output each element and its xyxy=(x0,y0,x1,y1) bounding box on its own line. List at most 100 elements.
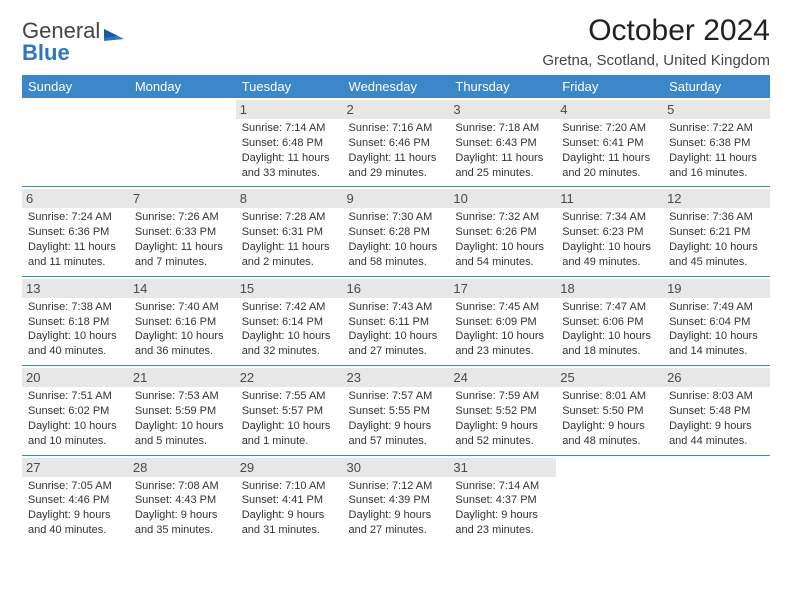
day-info: Sunrise: 7:12 AMSunset: 4:39 PMDaylight:… xyxy=(349,479,444,538)
calendar-day-cell: 25Sunrise: 8:01 AMSunset: 5:50 PMDayligh… xyxy=(556,366,663,455)
flag-icon xyxy=(104,29,124,45)
calendar-week: 20 Sunrise: 7:51 AMSunset: 6:02 PMDayligh… xyxy=(22,366,770,455)
calendar-day-cell: 4 Sunrise: 7:20 AMSunset: 6:41 PMDaylight… xyxy=(556,98,663,187)
day-info: Sunrise: 7:05 AMSunset: 4:46 PMDaylight:… xyxy=(28,479,123,538)
page-header: General Blue October 2024 Gretna, Scotla… xyxy=(22,14,770,69)
day-info: Sunrise: 7:45 AMSunset: 6:09 PMDaylight:… xyxy=(455,300,550,359)
day-number: 4 xyxy=(556,100,663,119)
calendar-day-cell: 26Sunrise: 8:03 AMSunset: 5:48 PMDayligh… xyxy=(663,366,770,455)
day-info: Sunrise: 7:49 AMSunset: 6:04 PMDaylight:… xyxy=(669,300,764,359)
calendar-day-cell: 7 Sunrise: 7:26 AMSunset: 6:33 PMDaylight… xyxy=(129,187,236,276)
calendar-day-cell: 1 Sunrise: 7:14 AMSunset: 6:48 PMDaylight… xyxy=(236,98,343,187)
day-number: 10 xyxy=(449,189,556,208)
calendar-day-cell: 27Sunrise: 7:05 AMSunset: 4:46 PMDayligh… xyxy=(22,455,129,544)
calendar-day-cell: 3 Sunrise: 7:18 AMSunset: 6:43 PMDaylight… xyxy=(449,98,556,187)
calendar-day-cell: 5 Sunrise: 7:22 AMSunset: 6:38 PMDaylight… xyxy=(663,98,770,187)
calendar-day-cell: 15Sunrise: 7:42 AMSunset: 6:14 PMDayligh… xyxy=(236,276,343,365)
weekday-header: Sunday xyxy=(22,75,129,98)
brand-logo: General Blue xyxy=(22,14,124,64)
calendar-day-cell: 6 Sunrise: 7:24 AMSunset: 6:36 PMDaylight… xyxy=(22,187,129,276)
calendar-week: 6 Sunrise: 7:24 AMSunset: 6:36 PMDaylight… xyxy=(22,187,770,276)
brand-part2: Blue xyxy=(22,40,70,65)
calendar-day-cell xyxy=(556,455,663,544)
location-text: Gretna, Scotland, United Kingdom xyxy=(542,52,770,69)
day-number: 7 xyxy=(129,189,236,208)
calendar-day-cell: 21 Sunrise: 7:53 AMSunset: 5:59 PMDayligh… xyxy=(129,366,236,455)
day-info: Sunrise: 7:22 AMSunset: 6:38 PMDaylight:… xyxy=(669,121,764,180)
calendar-day-cell: 13Sunrise: 7:38 AMSunset: 6:18 PMDayligh… xyxy=(22,276,129,365)
day-number: 22 xyxy=(236,368,343,387)
day-info: Sunrise: 7:47 AMSunset: 6:06 PMDaylight:… xyxy=(562,300,657,359)
day-info: Sunrise: 7:34 AMSunset: 6:23 PMDaylight:… xyxy=(562,210,657,269)
calendar-week: 27Sunrise: 7:05 AMSunset: 4:46 PMDayligh… xyxy=(22,455,770,544)
day-number: 29 xyxy=(236,458,343,477)
day-info: Sunrise: 7:24 AMSunset: 6:36 PMDaylight:… xyxy=(28,210,123,269)
calendar-day-cell: 20 Sunrise: 7:51 AMSunset: 6:02 PMDayligh… xyxy=(22,366,129,455)
calendar-page: General Blue October 2024 Gretna, Scotla… xyxy=(0,0,792,612)
day-info: Sunrise: 7:59 AMSunset: 5:52 PMDaylight:… xyxy=(455,389,550,448)
day-info: Sunrise: 7:32 AMSunset: 6:26 PMDaylight:… xyxy=(455,210,550,269)
calendar-head: SundayMondayTuesdayWednesdayThursdayFrid… xyxy=(22,75,770,98)
day-info: Sunrise: 7:55 AMSunset: 5:57 PMDaylight:… xyxy=(242,389,337,448)
day-number: 5 xyxy=(663,100,770,119)
day-number: 13 xyxy=(22,279,129,298)
calendar-day-cell: 19 Sunrise: 7:49 AMSunset: 6:04 PMDayligh… xyxy=(663,276,770,365)
calendar-day-cell: 16 Sunrise: 7:43 AMSunset: 6:11 PMDayligh… xyxy=(343,276,450,365)
day-number: 12 xyxy=(663,189,770,208)
calendar-day-cell: 10 Sunrise: 7:32 AMSunset: 6:26 PMDayligh… xyxy=(449,187,556,276)
day-number: 17 xyxy=(449,279,556,298)
day-number: 9 xyxy=(343,189,450,208)
calendar-day-cell: 29 Sunrise: 7:10 AMSunset: 4:41 PMDayligh… xyxy=(236,455,343,544)
brand-name: General Blue xyxy=(22,20,100,64)
day-info: Sunrise: 7:18 AMSunset: 6:43 PMDaylight:… xyxy=(455,121,550,180)
day-info: Sunrise: 7:20 AMSunset: 6:41 PMDaylight:… xyxy=(562,121,657,180)
calendar-day-cell: 31 Sunrise: 7:14 AMSunset: 4:37 PMDayligh… xyxy=(449,455,556,544)
day-info: Sunrise: 7:10 AMSunset: 4:41 PMDaylight:… xyxy=(242,479,337,538)
calendar-day-cell: 22 Sunrise: 7:55 AMSunset: 5:57 PMDayligh… xyxy=(236,366,343,455)
day-number: 2 xyxy=(343,100,450,119)
day-number: 24 xyxy=(449,368,556,387)
calendar-table: SundayMondayTuesdayWednesdayThursdayFrid… xyxy=(22,75,770,544)
calendar-day-cell: 8Sunrise: 7:28 AMSunset: 6:31 PMDaylight… xyxy=(236,187,343,276)
calendar-day-cell: 12 Sunrise: 7:36 AMSunset: 6:21 PMDayligh… xyxy=(663,187,770,276)
calendar-day-cell: 23 Sunrise: 7:57 AMSunset: 5:55 PMDayligh… xyxy=(343,366,450,455)
day-number: 21 xyxy=(129,368,236,387)
calendar-day-cell: 9Sunrise: 7:30 AMSunset: 6:28 PMDaylight… xyxy=(343,187,450,276)
day-number: 11 xyxy=(556,189,663,208)
day-number: 20 xyxy=(22,368,129,387)
calendar-body: 1 Sunrise: 7:14 AMSunset: 6:48 PMDaylight… xyxy=(22,98,770,544)
weekday-header: Friday xyxy=(556,75,663,98)
title-block: October 2024 Gretna, Scotland, United Ki… xyxy=(542,14,770,69)
day-info: Sunrise: 7:14 AMSunset: 4:37 PMDaylight:… xyxy=(455,479,550,538)
day-info: Sunrise: 7:36 AMSunset: 6:21 PMDaylight:… xyxy=(669,210,764,269)
day-number: 3 xyxy=(449,100,556,119)
weekday-header: Thursday xyxy=(449,75,556,98)
day-info: Sunrise: 7:51 AMSunset: 6:02 PMDaylight:… xyxy=(28,389,123,448)
calendar-day-cell: 17 Sunrise: 7:45 AMSunset: 6:09 PMDayligh… xyxy=(449,276,556,365)
month-title: October 2024 xyxy=(542,14,770,48)
calendar-day-cell: 2Sunrise: 7:16 AMSunset: 6:46 PMDaylight… xyxy=(343,98,450,187)
calendar-day-cell: 24 Sunrise: 7:59 AMSunset: 5:52 PMDayligh… xyxy=(449,366,556,455)
day-info: Sunrise: 7:43 AMSunset: 6:11 PMDaylight:… xyxy=(349,300,444,359)
day-number: 1 xyxy=(236,100,343,119)
day-number: 19 xyxy=(663,279,770,298)
day-number: 6 xyxy=(22,189,129,208)
day-info: Sunrise: 7:57 AMSunset: 5:55 PMDaylight:… xyxy=(349,389,444,448)
day-number: 31 xyxy=(449,458,556,477)
day-info: Sunrise: 7:14 AMSunset: 6:48 PMDaylight:… xyxy=(242,121,337,180)
day-number: 30 xyxy=(343,458,450,477)
weekday-header: Monday xyxy=(129,75,236,98)
day-number: 18 xyxy=(556,279,663,298)
day-number: 25 xyxy=(556,368,663,387)
day-number: 16 xyxy=(343,279,450,298)
day-number: 23 xyxy=(343,368,450,387)
day-info: Sunrise: 7:53 AMSunset: 5:59 PMDaylight:… xyxy=(135,389,230,448)
calendar-day-cell: 28Sunrise: 7:08 AMSunset: 4:43 PMDayligh… xyxy=(129,455,236,544)
day-info: Sunrise: 7:42 AMSunset: 6:14 PMDaylight:… xyxy=(242,300,337,359)
day-info: Sunrise: 7:40 AMSunset: 6:16 PMDaylight:… xyxy=(135,300,230,359)
day-number: 28 xyxy=(129,458,236,477)
calendar-day-cell xyxy=(129,98,236,187)
weekday-header: Wednesday xyxy=(343,75,450,98)
day-info: Sunrise: 7:26 AMSunset: 6:33 PMDaylight:… xyxy=(135,210,230,269)
calendar-day-cell: 18 Sunrise: 7:47 AMSunset: 6:06 PMDayligh… xyxy=(556,276,663,365)
